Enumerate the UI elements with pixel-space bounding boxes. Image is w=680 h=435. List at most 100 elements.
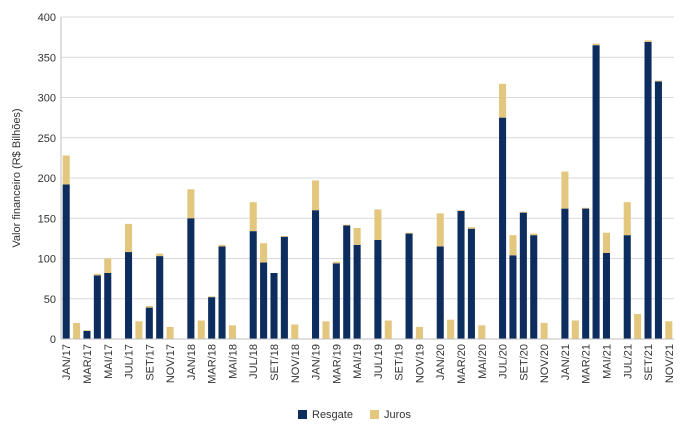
x-tick-label: MAI/20 (477, 344, 489, 379)
bar-resgate (208, 297, 216, 339)
bar-resgate (519, 212, 527, 339)
bar-juros (499, 83, 507, 118)
bar-juros (509, 235, 517, 256)
bar-juros (125, 223, 133, 253)
x-tick-label: MAI/18 (227, 344, 239, 379)
bar-resgate (280, 236, 288, 339)
bar-juros (457, 210, 465, 212)
bar-juros (530, 233, 538, 236)
y-tick-label: 100 (38, 254, 56, 266)
x-tick-label: NOV/18 (290, 344, 302, 383)
x-tick-label: JAN/21 (560, 344, 572, 380)
x-tick-label: SET/19 (394, 344, 406, 381)
bar-resgate (249, 231, 257, 339)
bar-resgate (582, 208, 590, 339)
bar-resgate (353, 244, 361, 339)
x-tick-label: MAR/17 (82, 344, 94, 384)
bar-juros (218, 244, 226, 247)
bar-resgate (592, 45, 600, 340)
x-tick-label: JUL/20 (498, 344, 510, 379)
bar-resgate (332, 263, 340, 339)
bar-juros (280, 235, 288, 237)
x-tick-label: MAR/21 (581, 344, 593, 384)
bar-resgate (457, 211, 465, 339)
bar-juros (665, 321, 673, 339)
bar-resgate (654, 81, 662, 340)
bar-juros (467, 227, 475, 229)
bar-juros (405, 232, 413, 234)
bar-resgate (104, 272, 112, 339)
bar-resgate (218, 246, 226, 339)
bar-juros (62, 155, 70, 185)
legend-swatch-resgate (298, 410, 307, 419)
bar-juros (291, 324, 299, 339)
x-tick-label: JUL/17 (124, 344, 136, 379)
x-tick-label: SET/20 (518, 344, 530, 381)
bar-resgate (623, 235, 631, 339)
bar-resgate (644, 41, 652, 339)
y-tick-label: 200 (38, 173, 56, 185)
legend-label-juros: Juros (384, 409, 411, 421)
bar-juros (634, 314, 642, 339)
y-axis-title: Valor financeiro (R$ Bilhões) (11, 108, 23, 247)
bar-juros (582, 207, 590, 209)
bar-juros (447, 319, 455, 339)
y-tick-label: 300 (38, 93, 56, 105)
x-tick-label: NOV/17 (165, 344, 177, 383)
x-tick-label: JAN/18 (186, 344, 198, 380)
x-tick-label: MAI/21 (601, 344, 613, 379)
bar-juros (353, 227, 361, 245)
bar-juros (571, 320, 579, 339)
bar-juros (156, 253, 164, 257)
bar-resgate (374, 239, 382, 339)
bar-juros (644, 40, 652, 42)
bar-resgate (561, 208, 569, 339)
x-tick-label: JUL/21 (622, 344, 634, 379)
bar-juros (249, 202, 257, 232)
bar-juros (415, 326, 423, 339)
bar-resgate (93, 275, 101, 339)
bar-juros (104, 258, 112, 273)
bar-juros (374, 209, 382, 240)
bar-juros (83, 330, 91, 331)
bar-juros (540, 322, 548, 339)
bar-resgate (509, 255, 517, 339)
bar-juros (228, 325, 236, 339)
bar-resgate (83, 330, 91, 339)
bar-juros (519, 211, 527, 213)
y-tick-label: 150 (38, 213, 56, 225)
x-tick-label: NOV/19 (414, 344, 426, 383)
bars (62, 40, 673, 340)
bar-resgate (260, 262, 268, 339)
bar-resgate (145, 307, 153, 339)
bar-resgate (530, 235, 538, 339)
bar-juros (93, 273, 101, 276)
bar-juros (135, 321, 143, 339)
x-tick-label: JAN/17 (61, 344, 73, 380)
bar-resgate (405, 233, 413, 339)
legend: Resgate Juros (298, 409, 411, 421)
y-tick-label: 0 (50, 334, 56, 346)
x-tick-label: SET/17 (144, 344, 156, 381)
x-tick-label: MAI/17 (103, 344, 115, 379)
bar-resgate (187, 218, 195, 339)
y-tick-label: 250 (38, 133, 56, 145)
x-tick-label: SET/18 (269, 344, 281, 381)
bar-juros (187, 189, 195, 219)
bar-juros (592, 43, 600, 46)
bar-juros (322, 321, 330, 339)
x-tick-label: MAR/20 (456, 344, 468, 384)
gridlines (61, 16, 674, 300)
bar-juros (654, 80, 662, 82)
bar-juros (436, 213, 444, 247)
legend-swatch-juros (370, 410, 379, 419)
bar-resgate (602, 252, 610, 339)
bar-resgate (312, 210, 320, 339)
y-tick-label: 350 (38, 52, 56, 64)
bar-juros (208, 296, 216, 298)
bar-resgate (499, 117, 507, 340)
bar-juros (478, 325, 486, 339)
x-tick-label: MAI/19 (352, 344, 364, 379)
x-tick-label: SET/21 (643, 344, 655, 381)
